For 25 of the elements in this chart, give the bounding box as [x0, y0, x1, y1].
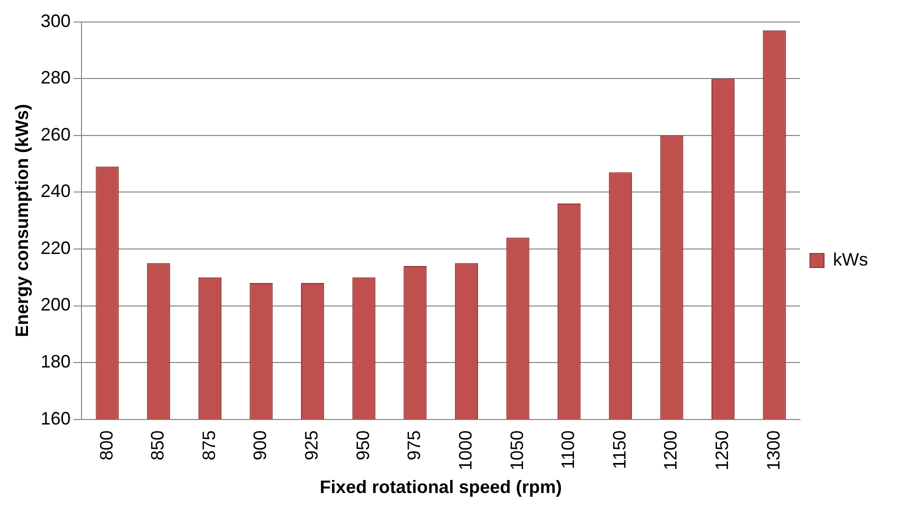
x-tick-label: 975 [404, 430, 424, 460]
y-axis-title: Energy consumption (kWs) [12, 104, 32, 338]
x-tick-label: 875 [198, 430, 219, 460]
y-tick-label: 260 [40, 124, 71, 144]
y-tick-label: 220 [40, 238, 71, 258]
y-tick-label: 280 [40, 68, 71, 88]
x-tick-label: 1200 [660, 430, 681, 470]
x-axis-title: Fixed rotational speed (rpm) [320, 477, 562, 498]
x-tick-label: 1250 [712, 430, 732, 470]
x-tick-label: 1000 [455, 430, 476, 470]
x-tick-label: 800 [96, 430, 116, 460]
x-tick-label: 1100 [558, 430, 578, 470]
y-tick-label: 300 [40, 10, 71, 31]
x-tick-label: 850 [148, 430, 168, 460]
y-tick-label: 160 [40, 408, 71, 428]
x-tick-label: 1150 [609, 430, 630, 470]
y-tick-label: 200 [40, 294, 71, 315]
x-tick-label: 1300 [763, 430, 784, 470]
x-tick-label: 1050 [506, 430, 527, 470]
legend-label: kWs [833, 249, 868, 270]
x-tick-label: 900 [250, 430, 270, 460]
y-tick-label: 180 [40, 352, 71, 372]
x-tick-label: 950 [352, 430, 373, 460]
x-tick-label: 925 [302, 430, 322, 460]
y-tick-label: 240 [40, 181, 71, 202]
